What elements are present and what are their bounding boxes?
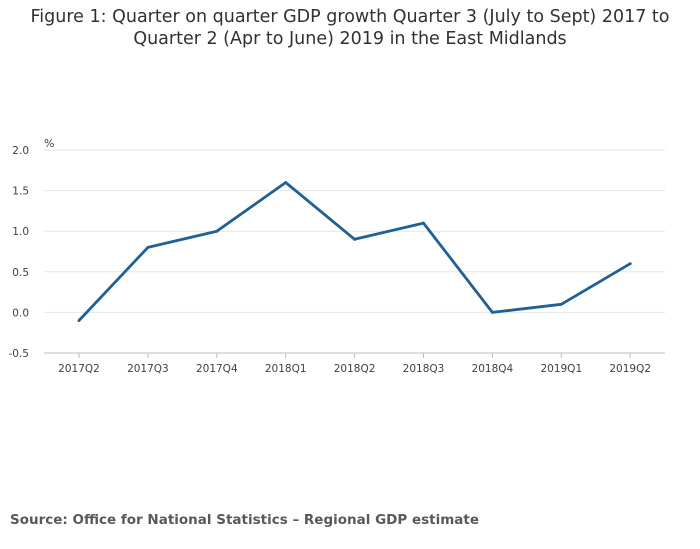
data-point xyxy=(77,319,81,322)
y-tick-label: 2.0 xyxy=(12,145,29,157)
x-tick-label: 2018Q3 xyxy=(403,363,445,375)
x-tick-label: 2018Q4 xyxy=(472,363,514,375)
data-point xyxy=(146,246,150,249)
gridlines xyxy=(44,149,665,313)
x-tick-label: 2017Q3 xyxy=(127,363,169,375)
x-tick-label: 2018Q1 xyxy=(265,363,307,375)
x-tick-label: 2017Q4 xyxy=(196,363,238,375)
y-tick-label: 0.0 xyxy=(12,307,29,319)
x-axis-tick-labels: 2017Q2 2017Q3 2017Q4 2018Q1 2018Q2 2018Q3 2018… xyxy=(58,363,651,375)
y-axis-label: % xyxy=(44,137,54,150)
source-note: Source: Office for National Statistics –… xyxy=(10,512,480,528)
x-axis xyxy=(44,352,665,358)
x-tick-label: 2019Q1 xyxy=(540,363,582,375)
y-tick-label: 1.0 xyxy=(12,226,29,238)
data-point xyxy=(422,221,425,225)
data-point xyxy=(353,237,356,241)
data-point xyxy=(559,302,563,306)
y-axis-tick-labels: 2.0 1.5 1.0 0.5 0.0 -0.5 xyxy=(9,145,30,360)
chart-title: Figure 1: Quarter on quarter GDP growth … xyxy=(0,6,700,50)
x-tick-label: 2019Q2 xyxy=(609,363,651,375)
x-tick-label: 2018Q2 xyxy=(334,363,376,375)
data-point xyxy=(628,262,632,266)
data-point xyxy=(491,311,494,314)
data-point xyxy=(215,229,219,233)
y-tick-label: 0.5 xyxy=(12,267,29,279)
series-line-0 xyxy=(77,181,632,322)
x-tick-label: 2017Q2 xyxy=(58,363,100,375)
data-point xyxy=(284,181,288,184)
chart-title-line-2: Quarter 2 (Apr to June) 2019 in the East… xyxy=(133,29,567,49)
y-tick-label: 1.5 xyxy=(12,186,29,198)
series-lines xyxy=(77,181,632,322)
y-tick-label: -0.5 xyxy=(9,348,30,360)
chart-title-line-1: Figure 1: Quarter on quarter GDP growth … xyxy=(30,7,670,27)
